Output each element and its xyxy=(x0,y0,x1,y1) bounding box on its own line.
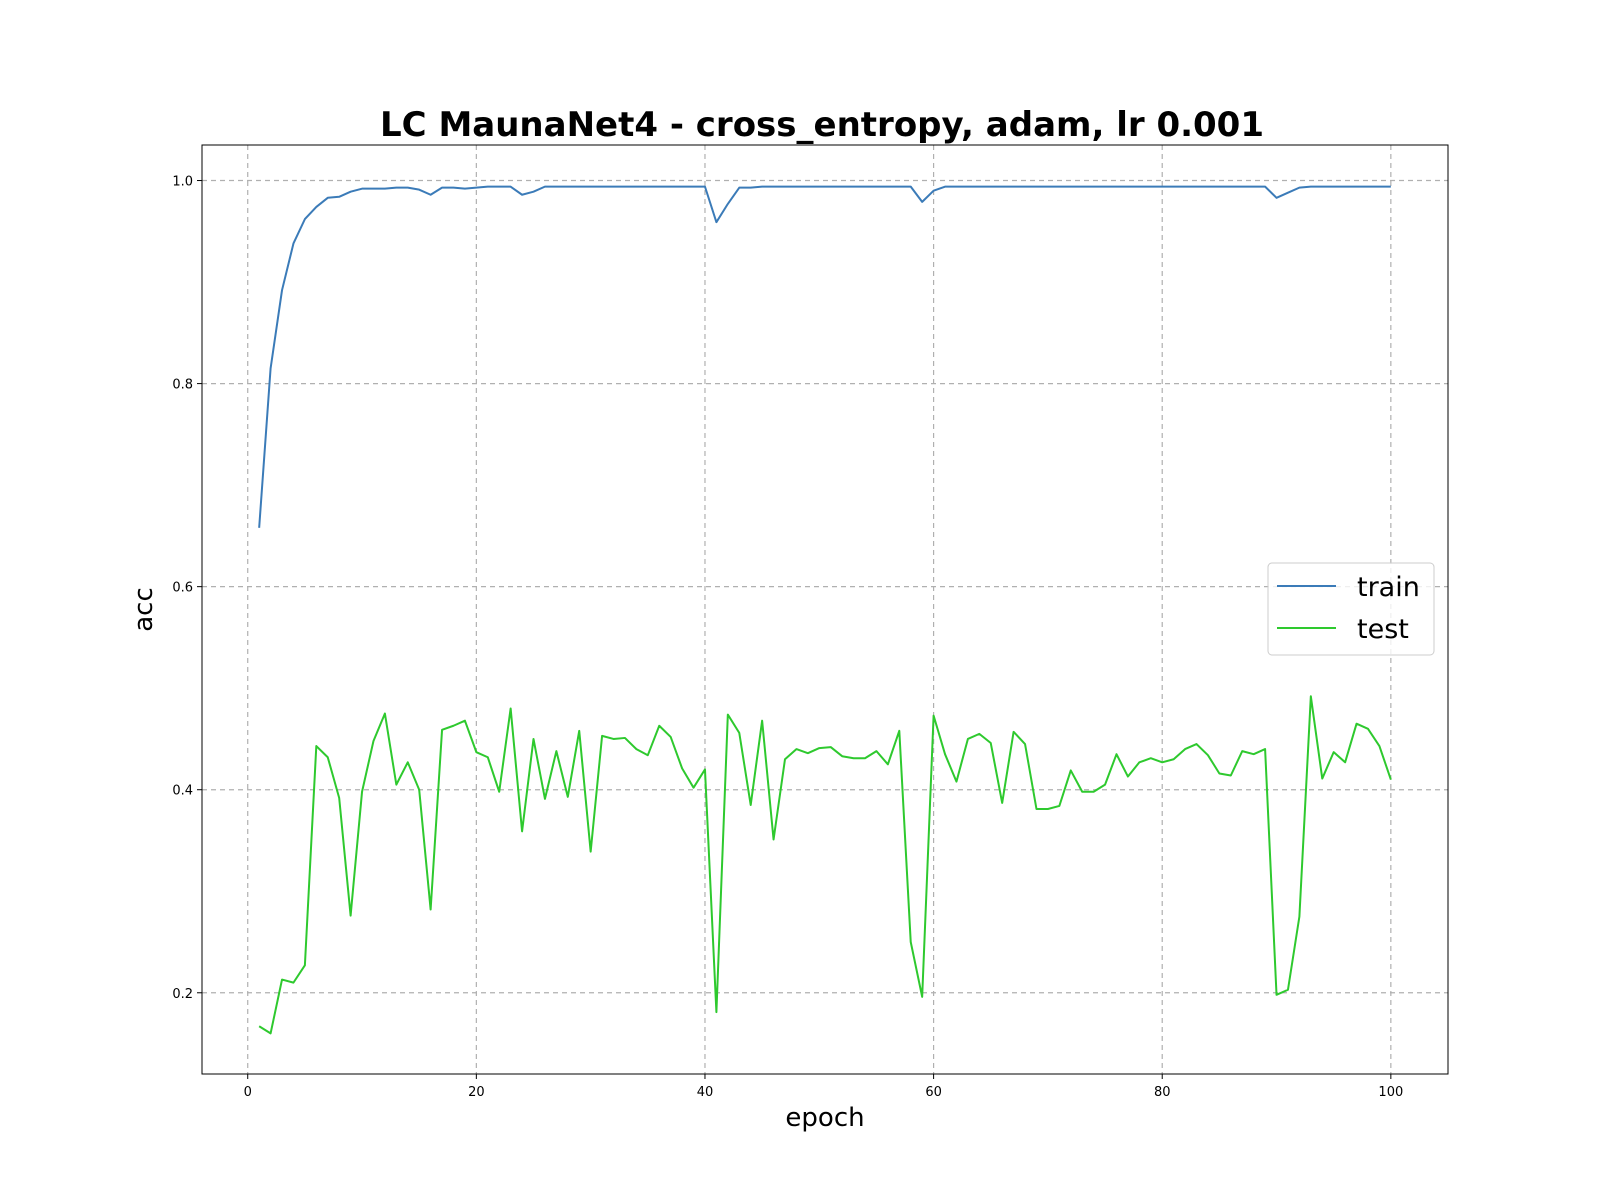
x-tick-label: 60 xyxy=(925,1085,942,1100)
series-lines xyxy=(258,185,1392,1035)
series-line-test xyxy=(258,695,1392,1035)
x-tick-label: 100 xyxy=(1378,1085,1403,1100)
legend-label-test: test xyxy=(1357,614,1409,645)
legend-label-train: train xyxy=(1357,572,1420,603)
chart-title: LC MaunaNet4 - cross_entropy, adam, lr 0… xyxy=(380,105,1264,145)
series-line-train xyxy=(258,185,1391,528)
y-tick-label: 0.4 xyxy=(172,784,193,799)
axis-ticks: 0 20 40 60 80 100 0.2 0.4 0.6 0.8 1.0 xyxy=(172,175,1403,1100)
x-tick-label: 20 xyxy=(468,1085,485,1100)
x-axis-label: epoch xyxy=(785,1103,864,1133)
legend: train test xyxy=(1267,562,1435,656)
x-tick-label: 80 xyxy=(1154,1085,1171,1100)
y-axis-label: acc xyxy=(129,587,159,632)
x-tick-label: 40 xyxy=(697,1085,714,1100)
y-tick-label: 1.0 xyxy=(172,175,193,190)
x-tick-label: 0 xyxy=(244,1085,252,1100)
y-tick-label: 0.2 xyxy=(172,987,193,1002)
grid xyxy=(202,145,1448,1074)
y-tick-label: 0.6 xyxy=(172,581,193,596)
y-tick-label: 0.8 xyxy=(172,378,193,393)
plot-frame xyxy=(201,144,1449,1075)
